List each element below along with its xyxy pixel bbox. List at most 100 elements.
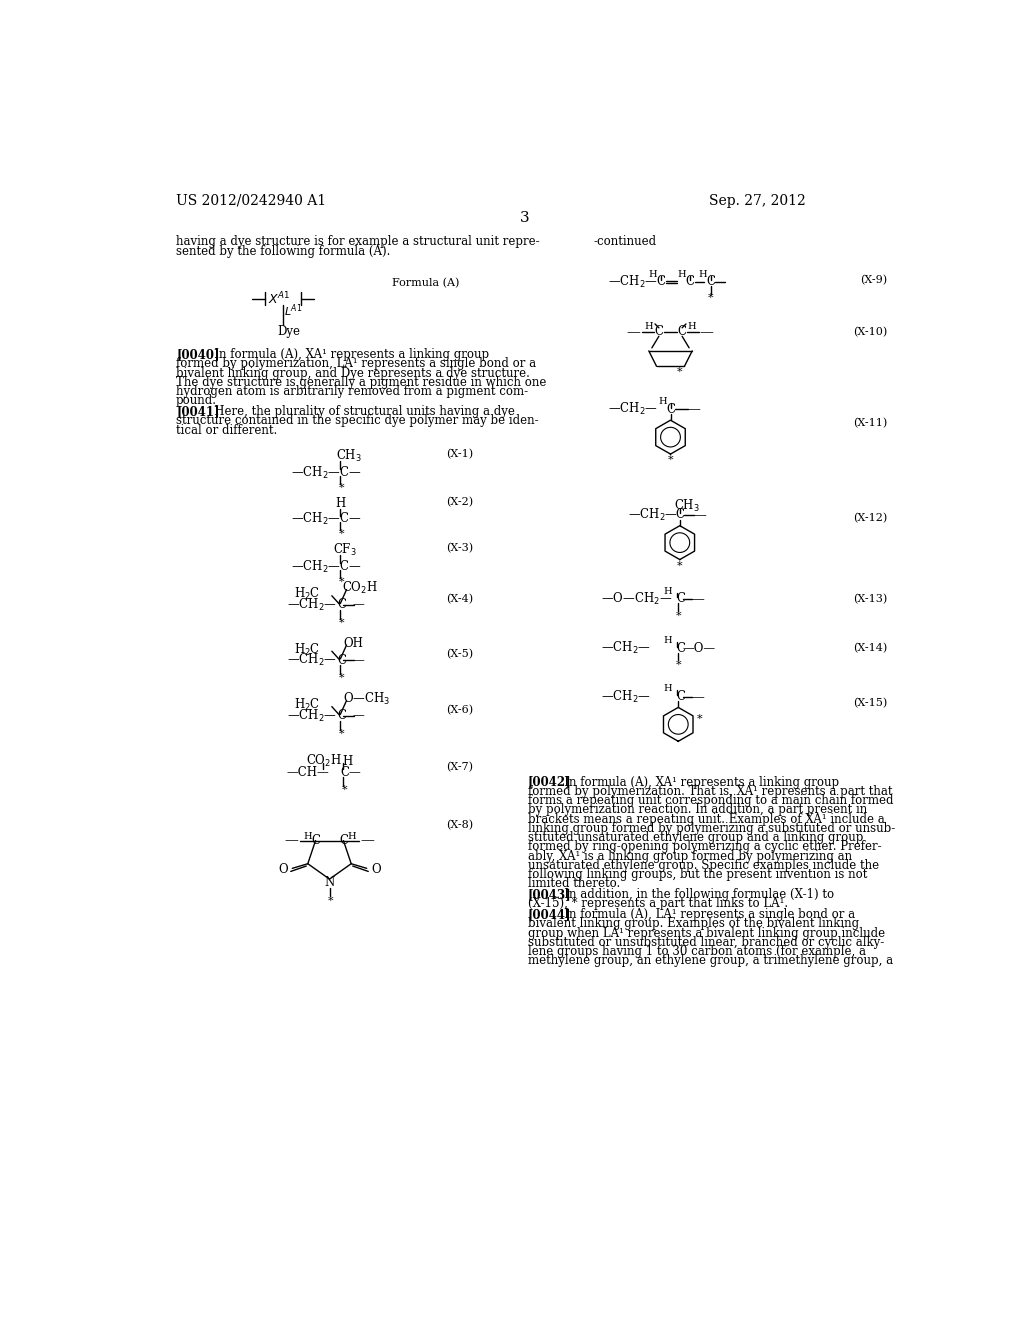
Text: —CH$_2$—: —CH$_2$— [287,597,337,612]
Text: linking group formed by polymerizing a substituted or unsub-: linking group formed by polymerizing a s… [528,822,895,834]
Text: C—: C— [340,766,361,779]
Text: [0041]: [0041] [176,405,219,418]
Text: sented by the following formula (A).: sented by the following formula (A). [176,246,390,259]
Text: In formula (A), LA¹ represents a single bond or a: In formula (A), LA¹ represents a single … [554,908,856,921]
Text: C: C [675,508,684,521]
Text: —CH$_2$—C—: —CH$_2$—C— [291,558,361,574]
Text: lene groups having 1 to 30 carbon atoms (for example, a: lene groups having 1 to 30 carbon atoms … [528,945,866,958]
Text: *: * [677,561,683,570]
Text: group when LA¹ represents a bivalent linking group include: group when LA¹ represents a bivalent lin… [528,927,885,940]
Text: (X-3): (X-3) [445,543,473,553]
Text: O—CH$_3$: O—CH$_3$ [343,690,391,708]
Text: H: H [664,685,672,693]
Text: C: C [707,275,716,288]
Text: In addition, in the following formulae (X-1) to: In addition, in the following formulae (… [554,888,835,902]
Text: C: C [656,275,666,288]
Text: *: * [339,529,344,539]
Text: —CH$_2$—: —CH$_2$— [601,640,650,656]
Text: H$_2$C: H$_2$C [294,697,321,713]
Text: H$_2$C: H$_2$C [294,586,321,602]
Text: H: H [698,271,707,279]
Text: C: C [311,834,321,847]
Text: bivalent linking group, and Dye represents a dye structure.: bivalent linking group, and Dye represen… [176,367,530,380]
Text: Here, the plurality of structural units having a dye: Here, the plurality of structural units … [203,405,515,418]
Text: N: N [325,875,335,888]
Text: (X-12): (X-12) [853,513,888,523]
Text: (X-6): (X-6) [445,705,473,715]
Text: ably, XA¹ is a linking group formed by polymerizing an: ably, XA¹ is a linking group formed by p… [528,850,852,862]
Text: [0040]: [0040] [176,348,219,362]
Text: stituted unsaturated ethylene group and a linking group: stituted unsaturated ethylene group and … [528,832,863,843]
Text: (X-7): (X-7) [445,763,473,772]
Text: —: — [360,834,375,847]
Text: [0044]: [0044] [528,908,571,921]
Text: (X-2): (X-2) [445,496,473,507]
Text: H: H [303,833,311,841]
Text: C: C [685,275,694,288]
Text: —: — [352,653,365,667]
Text: -continued: -continued [593,235,656,248]
Text: [0043]: [0043] [528,888,571,902]
Text: OH: OH [343,638,364,649]
Text: pound.: pound. [176,395,217,408]
Text: —: — [352,709,365,722]
Text: H: H [347,833,356,841]
Text: *: * [328,896,334,906]
Text: —: — [692,508,707,521]
Text: $X^{A1}$: $X^{A1}$ [268,290,291,306]
Text: *: * [339,483,344,492]
Text: In formula (A), XA¹ represents a linking group: In formula (A), XA¹ represents a linking… [203,348,489,362]
Text: Dye: Dye [278,325,301,338]
Text: In formula (A), XA¹ represents a linking group: In formula (A), XA¹ represents a linking… [554,776,840,788]
Text: formed by ring-opening polymerizing a cyclic ether. Prefer-: formed by ring-opening polymerizing a cy… [528,841,882,853]
Text: —: — [686,403,699,416]
Text: C: C [678,325,687,338]
Text: C: C [677,690,686,704]
Text: H: H [648,271,657,279]
Text: substituted or unsubstituted linear, branched or cyclic alky-: substituted or unsubstituted linear, bra… [528,936,884,949]
Text: —CH$_2$—: —CH$_2$— [601,689,650,705]
Text: (X-5): (X-5) [445,649,473,660]
Text: CO$_2$H: CO$_2$H [306,754,342,770]
Text: CH$_3$: CH$_3$ [675,499,700,515]
Text: *: * [668,455,674,465]
Text: C: C [677,642,686,655]
Text: (X-15): (X-15) [853,698,888,708]
Text: C: C [654,325,664,338]
Text: —CH$_2$—: —CH$_2$— [628,507,678,523]
Text: —CH$_2$—C—: —CH$_2$—C— [291,511,361,527]
Text: —CH—: —CH— [287,766,330,779]
Text: C: C [666,403,675,416]
Text: H: H [336,496,346,510]
Text: (X-15), * represents a part that links to LA¹.: (X-15), * represents a part that links t… [528,898,788,911]
Text: Sep. 27, 2012: Sep. 27, 2012 [710,194,806,207]
Text: —CH$_2$—C—: —CH$_2$—C— [291,465,361,480]
Text: H: H [677,271,686,279]
Text: *: * [339,618,344,628]
Text: CH$_3$: CH$_3$ [336,447,361,463]
Text: (X-13): (X-13) [853,594,888,605]
Text: (X-11): (X-11) [853,418,888,429]
Text: (X-1): (X-1) [445,449,473,459]
Text: O: O [371,863,381,876]
Text: *: * [708,293,714,302]
Text: *: * [676,611,681,620]
Text: bivalent linking group. Examples of the bivalent linking: bivalent linking group. Examples of the … [528,917,859,931]
Text: $L^{A1}$: $L^{A1}$ [284,302,302,319]
Text: C: C [337,709,346,722]
Text: (X-10): (X-10) [853,326,888,337]
Text: CF$_3$: CF$_3$ [334,541,357,557]
Text: —: — [690,689,705,704]
Text: 3: 3 [520,211,529,226]
Text: C: C [337,598,346,611]
Text: H: H [664,636,672,645]
Text: (X-4): (X-4) [445,594,473,605]
Text: limited thereto.: limited thereto. [528,878,621,890]
Text: having a dye structure is for example a structural unit repre-: having a dye structure is for example a … [176,235,540,248]
Text: *: * [696,714,702,723]
Text: forms a repeating unit corresponding to a main chain formed: forms a repeating unit corresponding to … [528,795,893,807]
Text: (X-8): (X-8) [445,820,473,830]
Text: formed by polymerization, LA¹ represents a single bond or a: formed by polymerization, LA¹ represents… [176,358,537,371]
Text: *: * [342,785,347,795]
Text: —CH$_2$—: —CH$_2$— [287,708,337,723]
